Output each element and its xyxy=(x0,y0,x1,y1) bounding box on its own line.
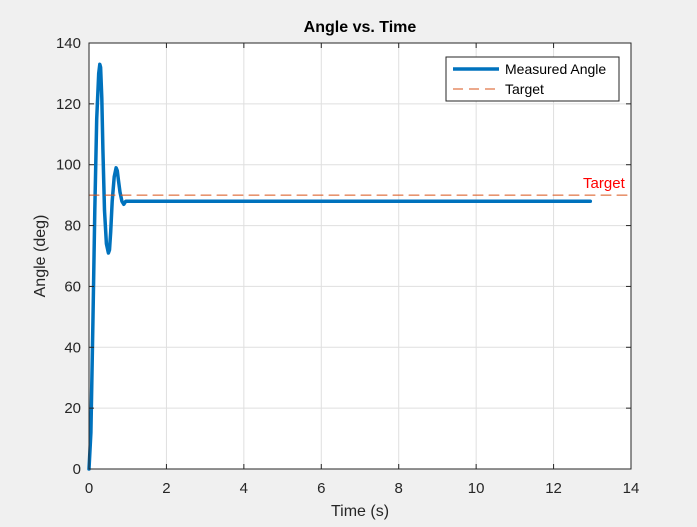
y-tick-label: 0 xyxy=(73,461,81,478)
y-tick-label: 40 xyxy=(64,339,81,356)
x-tick-label: 6 xyxy=(317,480,325,497)
y-tick-label: 120 xyxy=(56,96,81,113)
legend-box xyxy=(445,56,620,102)
axes-box xyxy=(88,42,632,470)
y-tick-label: 80 xyxy=(64,218,81,235)
grid xyxy=(89,43,631,469)
series-layer xyxy=(87,62,632,471)
legend-label: Target xyxy=(505,81,544,97)
x-tick-label: 10 xyxy=(468,480,485,497)
x-tick-label: 4 xyxy=(240,480,248,497)
target-annotation: Target xyxy=(583,175,626,192)
legend[interactable]: Measured Angle Target xyxy=(445,56,620,102)
y-tick-label: 140 xyxy=(56,35,81,52)
series-measured-angle xyxy=(87,62,593,471)
y-tick-label: 20 xyxy=(64,400,81,417)
x-tick-label: 0 xyxy=(85,480,93,497)
annotations: Target xyxy=(583,175,626,192)
x-tick-label: 2 xyxy=(162,480,170,497)
y-axis-label: Angle (deg) xyxy=(32,215,49,298)
x-tick-label: 8 xyxy=(395,480,403,497)
chart-title: Angle vs. Time xyxy=(304,19,417,36)
plot-area xyxy=(89,43,631,469)
x-tick-label: 14 xyxy=(623,480,640,497)
x-axis-label: Time (s) xyxy=(331,503,389,520)
x-tick-label: 12 xyxy=(545,480,562,497)
y-tick-label: 100 xyxy=(56,157,81,174)
y-tick-label: 60 xyxy=(64,278,81,295)
legend-label: Measured Angle xyxy=(505,61,606,77)
